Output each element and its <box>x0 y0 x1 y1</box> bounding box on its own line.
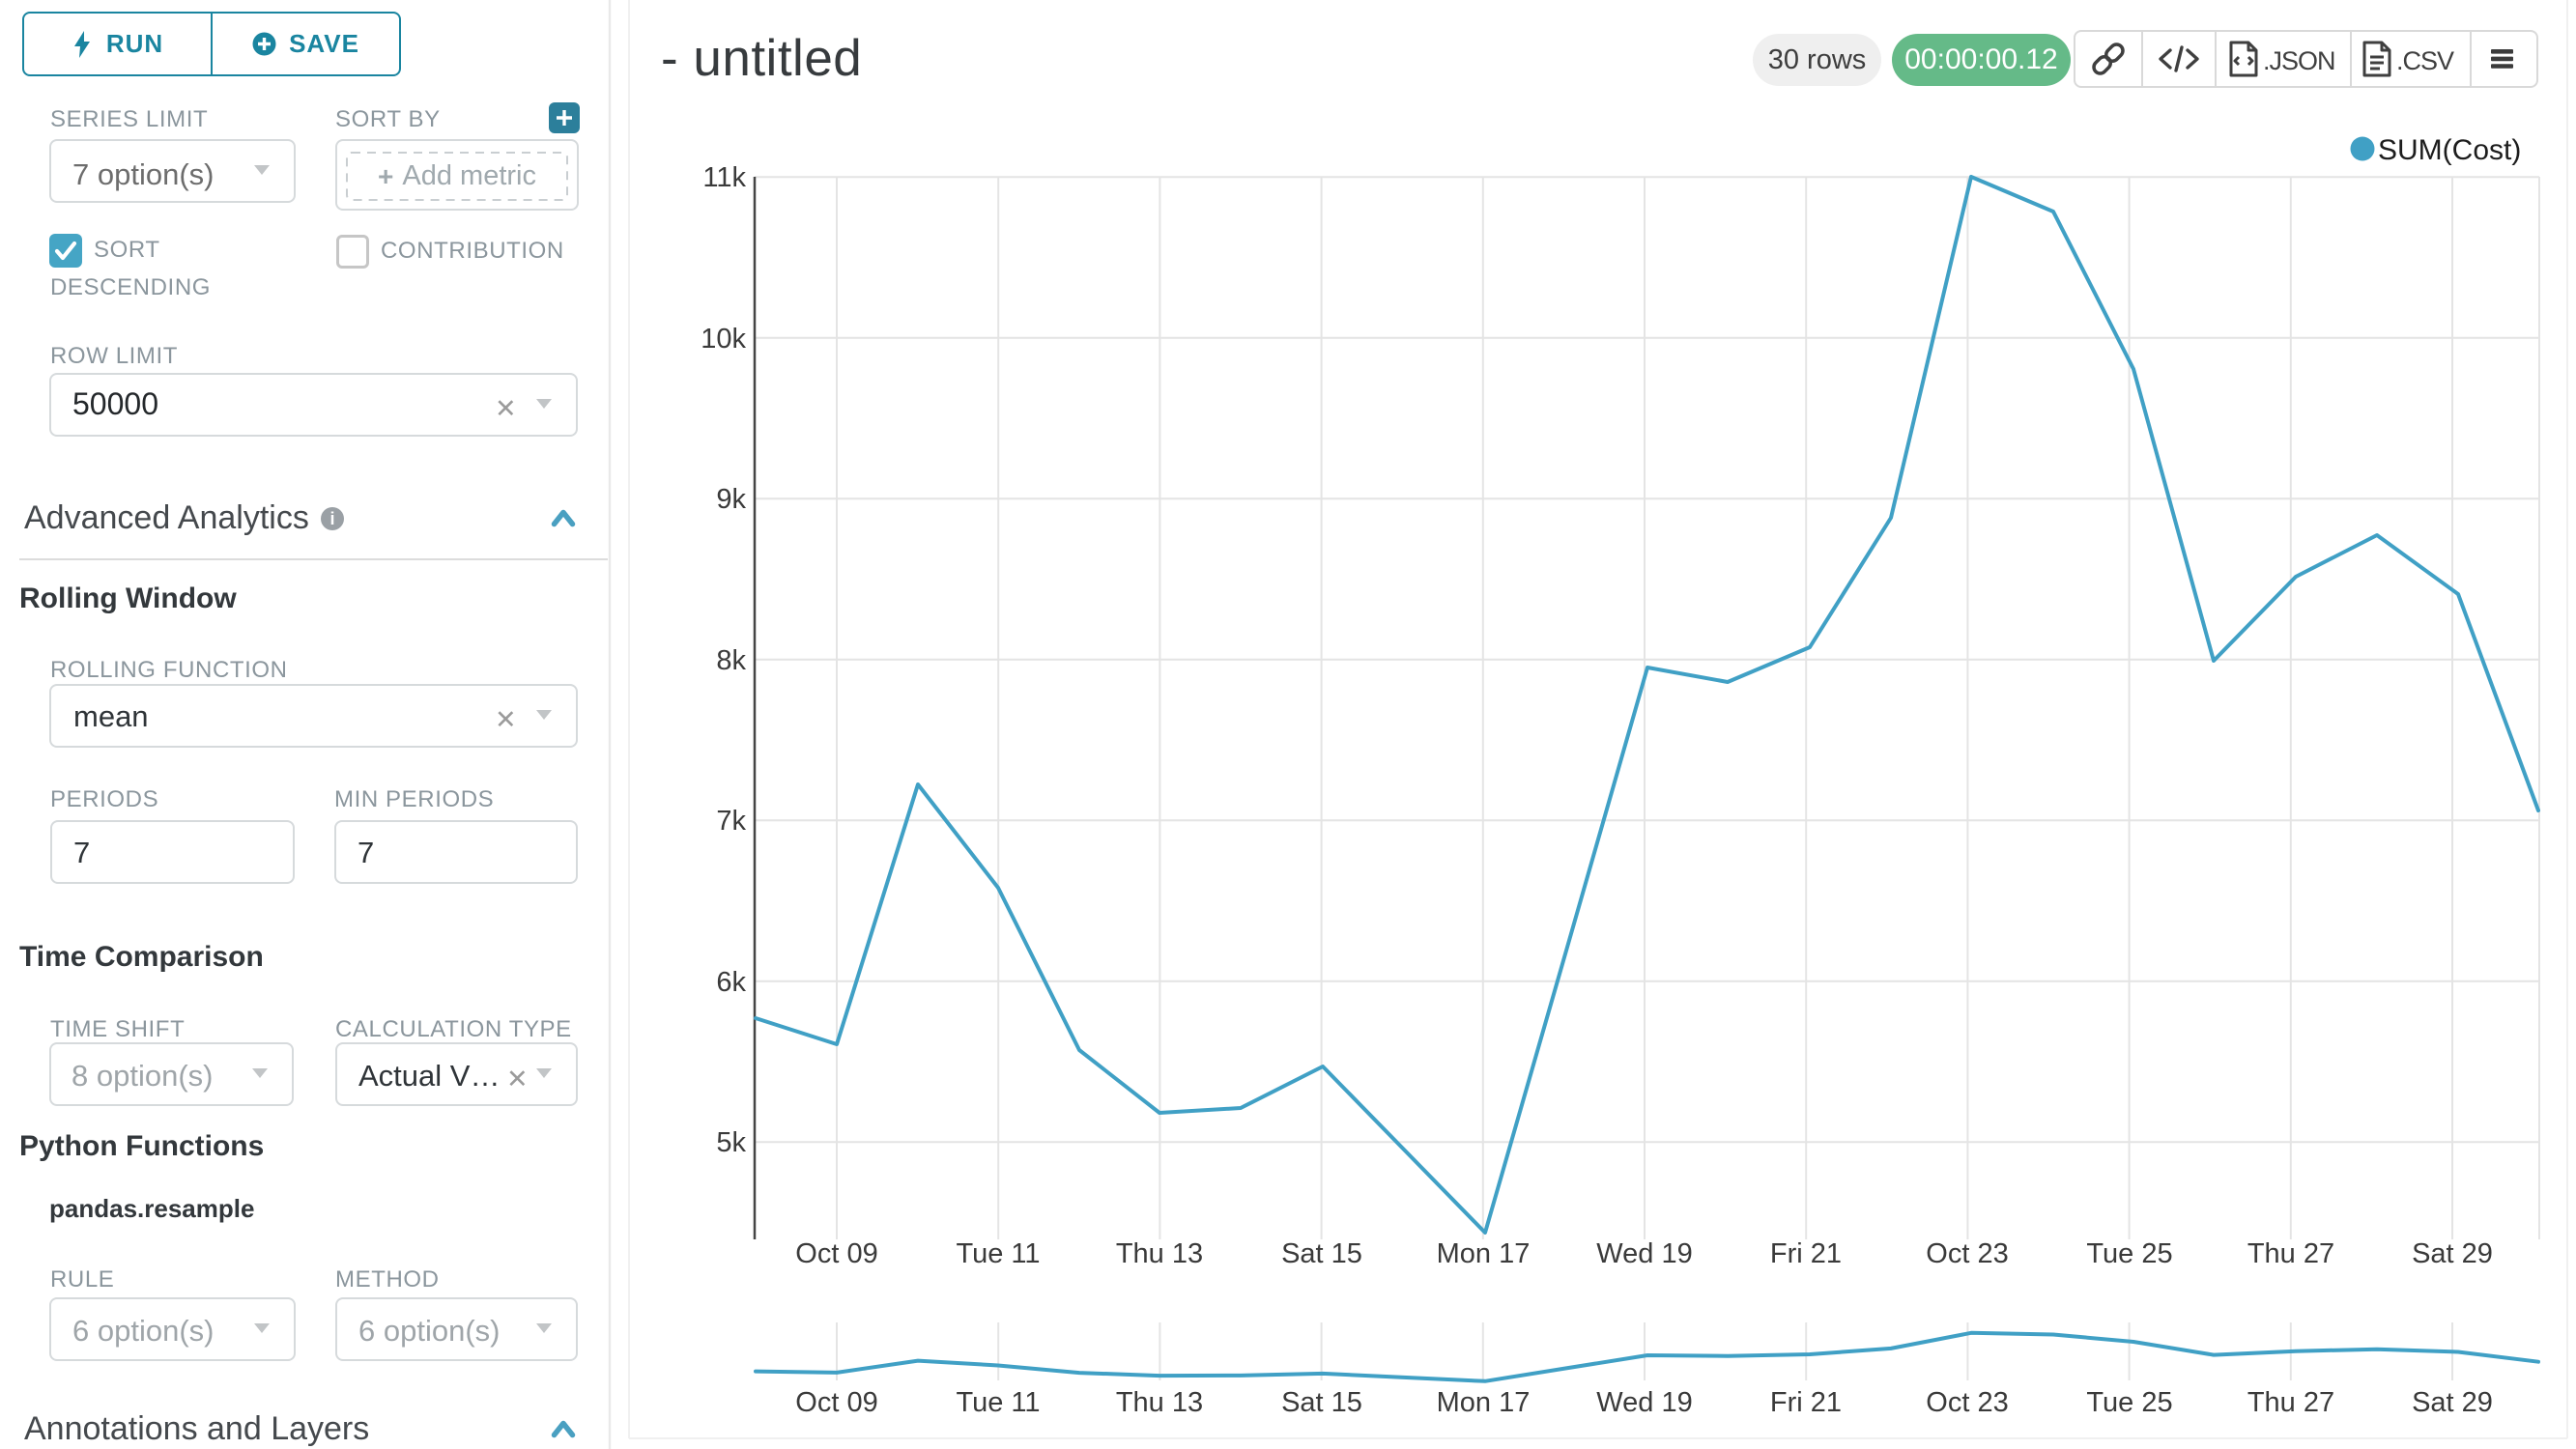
svg-text:10k: 10k <box>701 324 746 355</box>
svg-text:Mon 17: Mon 17 <box>1437 1387 1531 1418</box>
svg-text:6k: 6k <box>716 967 746 998</box>
svg-text:7k: 7k <box>716 806 746 837</box>
svg-text:Oct 09: Oct 09 <box>795 1238 877 1269</box>
svg-text:Fri 21: Fri 21 <box>1770 1238 1842 1269</box>
svg-text:Mon 17: Mon 17 <box>1437 1238 1531 1269</box>
svg-text:Thu 13: Thu 13 <box>1116 1387 1203 1418</box>
svg-text:Thu 13: Thu 13 <box>1116 1238 1203 1269</box>
svg-text:.CSV: .CSV <box>2396 46 2454 75</box>
svg-text:.JSON: .JSON <box>2263 46 2335 75</box>
svg-text:Thu 27: Thu 27 <box>2247 1238 2334 1269</box>
svg-text:Thu 27: Thu 27 <box>2247 1387 2334 1418</box>
svg-text:Tue 11: Tue 11 <box>956 1238 1040 1269</box>
svg-text:Oct 23: Oct 23 <box>1926 1238 2008 1269</box>
svg-text:11k: 11k <box>702 162 746 193</box>
svg-text:5k: 5k <box>716 1127 746 1158</box>
svg-text:SUM(Cost): SUM(Cost) <box>2378 134 2521 166</box>
svg-text:Wed 19: Wed 19 <box>1596 1238 1692 1269</box>
svg-text:Oct 09: Oct 09 <box>795 1387 877 1418</box>
svg-text:Tue 25: Tue 25 <box>2086 1387 2172 1418</box>
svg-text:Sat 15: Sat 15 <box>1281 1238 1362 1269</box>
svg-text:Wed 19: Wed 19 <box>1596 1387 1692 1418</box>
svg-text:Oct 23: Oct 23 <box>1926 1387 2008 1418</box>
svg-text:Sat 15: Sat 15 <box>1281 1387 1362 1418</box>
svg-text:Sat 29: Sat 29 <box>2412 1387 2493 1418</box>
svg-text:Tue 11: Tue 11 <box>956 1387 1040 1418</box>
svg-text:Sat 29: Sat 29 <box>2412 1238 2493 1269</box>
svg-text:Tue 25: Tue 25 <box>2086 1238 2172 1269</box>
svg-text:Fri 21: Fri 21 <box>1770 1387 1842 1418</box>
svg-text:9k: 9k <box>716 484 746 515</box>
svg-text:8k: 8k <box>716 645 746 676</box>
